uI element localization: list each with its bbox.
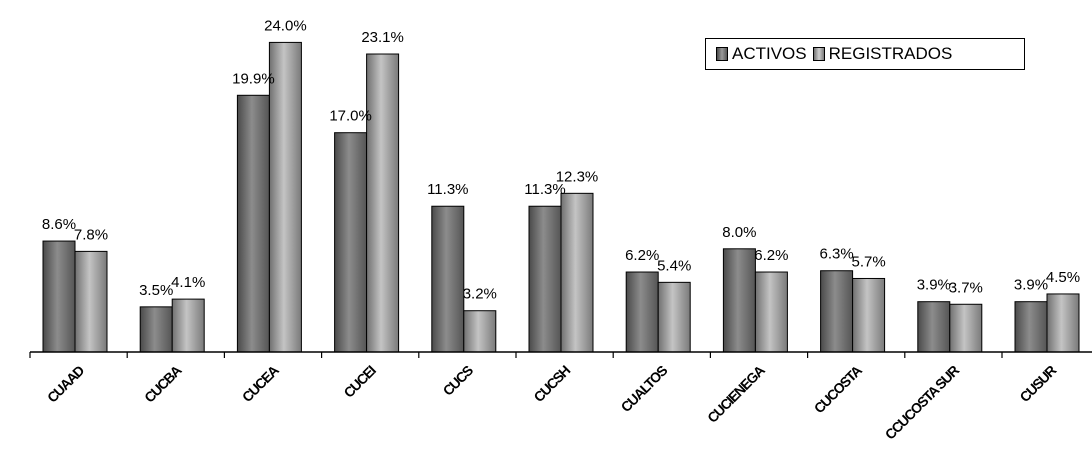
- data-label-activos: 8.0%: [722, 224, 756, 241]
- category-label: CUCEI: [340, 363, 378, 401]
- legend-entry-registrados: REGISTRADOS: [812, 44, 953, 64]
- data-label-activos: 6.2%: [625, 247, 659, 264]
- legend-swatch-registrados: [812, 47, 825, 61]
- category-label: CCUCOSTA SUR: [882, 362, 963, 443]
- bar-registrados-cucosta: [852, 277, 886, 353]
- legend-swatch-activos: [716, 47, 728, 61]
- bar-activos-cualtos: [625, 271, 659, 353]
- bar-activos-cucba: [139, 306, 173, 353]
- legend: ACTIVOS REGISTRADOS: [705, 38, 1025, 70]
- bar-registrados-cualtos: [657, 281, 691, 353]
- bar-registrados-cucea: [268, 41, 302, 353]
- bar-activos-cucosta: [820, 270, 854, 353]
- data-label-activos: 11.3%: [427, 181, 468, 198]
- data-label-activos: 6.3%: [819, 246, 853, 263]
- category-label: CUCBA: [141, 362, 185, 406]
- bar-registrados-cucba: [171, 298, 205, 353]
- bar-registrados-ccucosta-sur: [949, 303, 983, 353]
- data-label-activos: 11.3%: [524, 181, 565, 198]
- bar-activos-cuaad: [42, 240, 76, 353]
- data-label-activos: 3.9%: [917, 277, 951, 294]
- bar-activos-ccucosta-sur: [917, 301, 951, 353]
- category-label: CUCOSTA: [811, 362, 865, 416]
- category-label: CUALTOS: [618, 362, 671, 415]
- bar-activos-cucea: [236, 94, 270, 353]
- legend-label-activos: ACTIVOS: [732, 44, 807, 63]
- bar-registrados-cucienega: [754, 271, 788, 353]
- data-label-registrados: 3.7%: [949, 279, 983, 296]
- data-label-registrados: 23.1%: [361, 29, 404, 46]
- bar-registrados-cucei: [366, 53, 400, 353]
- category-label: CUCSH: [530, 362, 573, 405]
- data-label-activos: 3.5%: [139, 282, 173, 299]
- data-label-activos: 3.9%: [1014, 277, 1048, 294]
- data-label-activos: 8.6%: [42, 216, 76, 233]
- data-label-registrados: 4.1%: [171, 274, 205, 291]
- data-label-registrados: 24.0%: [264, 17, 307, 34]
- bar-activos-cucei: [334, 132, 368, 353]
- bar-activos-cusur: [1014, 301, 1048, 353]
- data-label-activos: 17.0%: [329, 108, 372, 125]
- bar-activos-cucs: [431, 205, 465, 353]
- data-label-registrados: 6.2%: [754, 247, 788, 264]
- data-label-registrados: 5.7%: [851, 253, 885, 270]
- data-label-registrados: 5.4%: [657, 257, 691, 274]
- legend-entry-activos: ACTIVOS: [716, 44, 807, 64]
- bar-activos-cucienega: [722, 248, 756, 353]
- bar-registrados-cuaad: [74, 250, 108, 353]
- data-label-registrados: 7.8%: [74, 226, 108, 243]
- bar-registrados-cucsh: [560, 192, 594, 353]
- category-label: CUCIENEGA: [704, 362, 768, 426]
- data-label-registrados: 4.5%: [1046, 269, 1080, 286]
- bar-registrados-cucs: [463, 310, 497, 353]
- category-label: CUCEA: [239, 362, 282, 405]
- data-label-registrados: 12.3%: [556, 168, 599, 185]
- legend-label-registrados: REGISTRADOS: [828, 44, 953, 63]
- bar-activos-cucsh: [528, 205, 562, 353]
- category-label: CUSUR: [1016, 362, 1059, 405]
- category-label: CUCS: [440, 362, 477, 399]
- data-label-registrados: 3.2%: [463, 286, 497, 303]
- data-label-activos: 19.9%: [232, 70, 275, 87]
- category-label: CUAAD: [44, 362, 88, 406]
- bar-registrados-cusur: [1046, 293, 1080, 353]
